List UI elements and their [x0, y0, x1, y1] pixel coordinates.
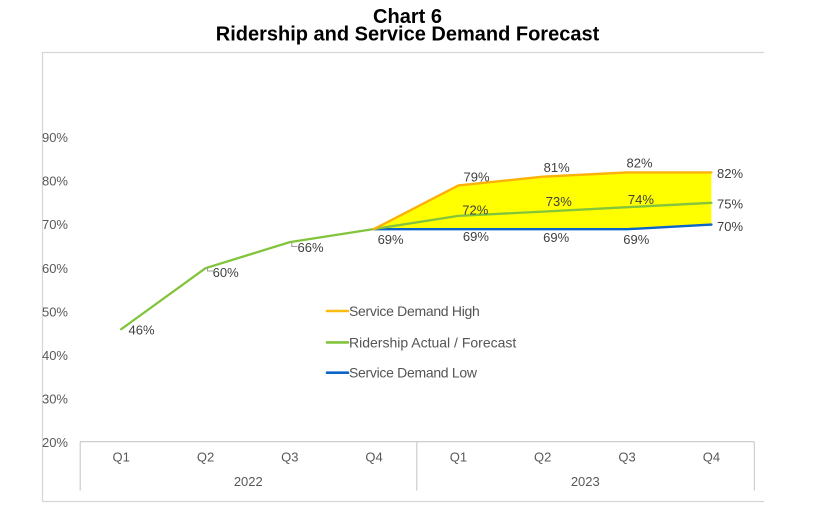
- svg-text:69%: 69%: [623, 232, 649, 247]
- svg-text:Q4: Q4: [365, 450, 382, 465]
- svg-text:80%: 80%: [42, 174, 68, 189]
- svg-text:60%: 60%: [213, 265, 239, 280]
- svg-text:Q1: Q1: [113, 450, 130, 465]
- svg-text:73%: 73%: [546, 194, 572, 209]
- svg-text:72%: 72%: [462, 203, 488, 218]
- svg-text:Q3: Q3: [618, 450, 635, 465]
- svg-text:Service Demand High: Service Demand High: [349, 303, 479, 319]
- svg-text:2022: 2022: [234, 474, 263, 489]
- svg-text:81%: 81%: [544, 160, 570, 175]
- svg-text:69%: 69%: [378, 232, 404, 247]
- svg-text:46%: 46%: [128, 323, 154, 338]
- svg-text:Ridership and Service Demand F: Ridership and Service Demand Forecast: [216, 24, 600, 46]
- svg-text:60%: 60%: [42, 261, 68, 276]
- svg-text:70%: 70%: [717, 219, 743, 234]
- svg-text:79%: 79%: [463, 170, 489, 185]
- svg-text:82%: 82%: [626, 156, 652, 171]
- svg-text:70%: 70%: [42, 217, 68, 232]
- svg-text:Service Demand Low: Service Demand Low: [349, 365, 478, 381]
- svg-text:40%: 40%: [42, 348, 68, 363]
- svg-text:2023: 2023: [571, 474, 600, 489]
- svg-text:50%: 50%: [42, 304, 68, 319]
- svg-text:Q3: Q3: [281, 450, 298, 465]
- svg-text:Q2: Q2: [534, 450, 551, 465]
- svg-text:Ridership Actual / Forecast: Ridership Actual / Forecast: [349, 334, 516, 350]
- svg-text:69%: 69%: [543, 230, 569, 245]
- svg-text:Chart 6: Chart 6: [373, 6, 442, 28]
- svg-text:74%: 74%: [628, 192, 654, 207]
- svg-text:Q4: Q4: [703, 450, 720, 465]
- svg-text:30%: 30%: [42, 391, 68, 406]
- svg-text:Q2: Q2: [197, 450, 214, 465]
- svg-text:75%: 75%: [717, 197, 743, 212]
- svg-text:20%: 20%: [42, 435, 68, 450]
- svg-text:66%: 66%: [297, 240, 323, 255]
- svg-text:90%: 90%: [42, 130, 68, 145]
- svg-text:82%: 82%: [717, 166, 743, 181]
- svg-text:Q1: Q1: [450, 450, 467, 465]
- svg-text:69%: 69%: [463, 229, 489, 244]
